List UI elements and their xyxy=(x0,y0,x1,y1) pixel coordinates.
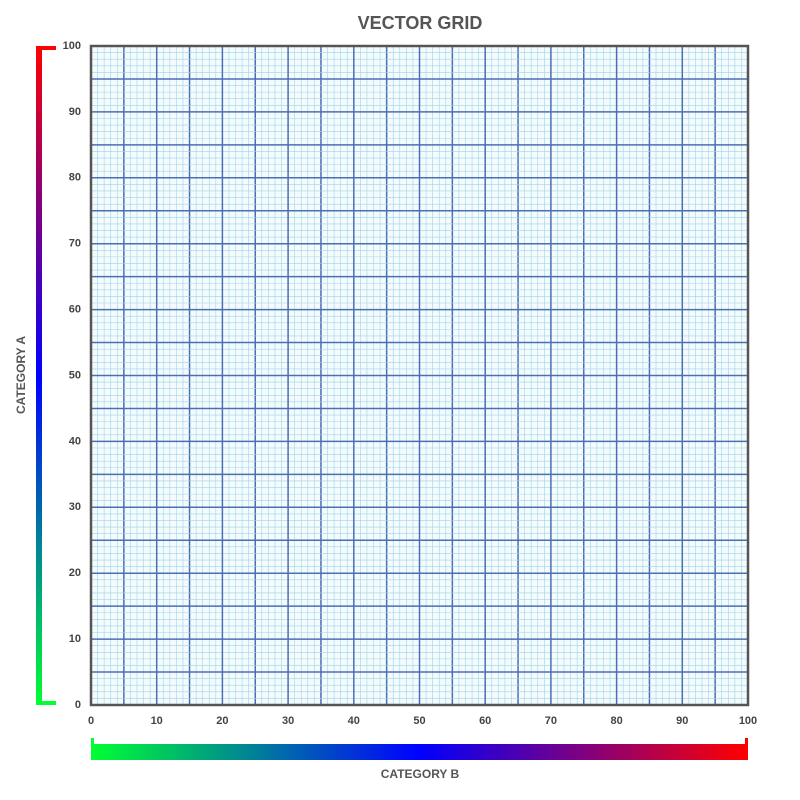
x-bar-cap xyxy=(745,738,748,748)
y-tick-label: 20 xyxy=(69,567,81,579)
y-tick-label: 70 xyxy=(69,238,81,250)
x-color-bar xyxy=(91,744,748,760)
x-tick-label: 50 xyxy=(413,715,425,727)
x-tick-label: 100 xyxy=(739,715,757,727)
y-tick-label: 80 xyxy=(69,172,81,184)
y-tick-label: 90 xyxy=(69,106,81,118)
y-bar-cap xyxy=(36,701,56,705)
y-axis-label: CATEGORY A xyxy=(14,336,28,414)
x-tick-label: 10 xyxy=(151,715,163,727)
y-bar-cap xyxy=(36,46,56,50)
x-tick-label: 70 xyxy=(545,715,557,727)
y-tick-label: 50 xyxy=(69,369,81,381)
y-tick-label: 30 xyxy=(69,501,81,513)
y-tick-label: 10 xyxy=(69,633,81,645)
y-color-bar xyxy=(36,46,42,705)
x-tick-label: 20 xyxy=(216,715,228,727)
y-tick-label: 100 xyxy=(63,40,81,52)
x-tick-label: 0 xyxy=(88,715,94,727)
x-bar-cap xyxy=(91,738,94,748)
plot-frame xyxy=(89,44,750,707)
x-tick-label: 40 xyxy=(348,715,360,727)
x-tick-label: 80 xyxy=(610,715,622,727)
x-tick-label: 90 xyxy=(676,715,688,727)
x-tick-label: 60 xyxy=(479,715,491,727)
chart-title: VECTOR GRID xyxy=(358,13,483,33)
y-tick-label: 0 xyxy=(75,699,81,711)
x-axis-label: CATEGORY B xyxy=(381,767,460,781)
y-tick-label: 40 xyxy=(69,435,81,447)
y-tick-label: 60 xyxy=(69,304,81,316)
x-tick-label: 30 xyxy=(282,715,294,727)
